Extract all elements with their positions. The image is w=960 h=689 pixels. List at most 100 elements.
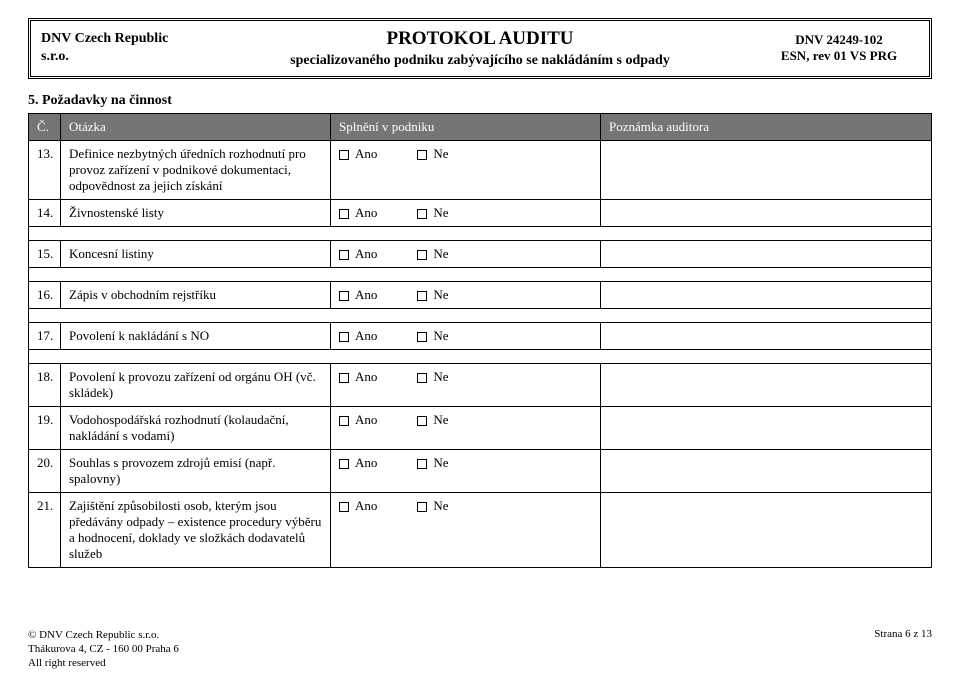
table-row: 19.Vodohospodářská rozhodnutí (kolaudačn… (29, 406, 932, 449)
company-name-line1: DNV Czech Republic (41, 31, 168, 46)
cell-question: Zajištění způsobilosti osob, kterým jsou… (61, 492, 331, 567)
table-row: 21.Zajištění způsobilosti osob, kterým j… (29, 492, 932, 567)
table-header-row: Č. Otázka Splnění v podniku Poznámka aud… (29, 113, 932, 140)
cell-number: 21. (29, 492, 61, 567)
cell-number: 20. (29, 449, 61, 492)
cell-question: Definice nezbytných úředních rozhodnutí … (61, 140, 331, 199)
cell-fulfilment: Ano Ne (331, 492, 601, 567)
checkbox-icon[interactable] (417, 502, 427, 512)
gap-row (29, 308, 932, 322)
cell-question: Povolení k provozu zařízení od orgánu OH… (61, 363, 331, 406)
checkbox-icon[interactable] (417, 373, 427, 383)
checkbox-icon[interactable] (339, 209, 349, 219)
checkbox-icon[interactable] (339, 416, 349, 426)
doc-code-line1: DNV 24249-102 (759, 32, 919, 49)
option-no[interactable]: Ne (417, 455, 448, 471)
checkbox-icon[interactable] (339, 373, 349, 383)
option-no[interactable]: Ne (417, 287, 448, 303)
header-right: DNV 24249-102 ESN, rev 01 VS PRG (749, 21, 929, 76)
checkbox-icon[interactable] (417, 209, 427, 219)
table-row: 17.Povolení k nakládání s NOAnoNe (29, 322, 932, 349)
cell-note (601, 492, 932, 567)
col-header-note: Poznámka auditora (601, 113, 932, 140)
checkbox-icon[interactable] (417, 332, 427, 342)
doc-code-line2: ESN, rev 01 VS PRG (759, 48, 919, 65)
cell-question: Souhlas s provozem zdrojů emisí (např. s… (61, 449, 331, 492)
option-no[interactable]: Ne (417, 328, 448, 344)
document-header: DNV Czech Republic s.r.o. PROTOKOL AUDIT… (28, 18, 932, 79)
gap-row (29, 349, 932, 363)
cell-fulfilment: Ano Ne (331, 240, 601, 267)
option-yes[interactable]: Ano (339, 412, 377, 428)
option-no[interactable]: Ne (417, 412, 448, 428)
cell-number: 13. (29, 140, 61, 199)
cell-number: 16. (29, 281, 61, 308)
footer-rights: All right reserved (28, 656, 179, 670)
table-row: 14.Živnostenské listy Ano Ne (29, 199, 932, 226)
checkbox-icon[interactable] (339, 459, 349, 469)
checkbox-icon[interactable] (339, 250, 349, 260)
option-yes[interactable]: Ano (339, 205, 377, 221)
table-row: 15.Koncesní listinyAnoNe (29, 240, 932, 267)
cell-note (601, 363, 932, 406)
option-no[interactable]: Ne (417, 205, 448, 221)
option-no[interactable]: Ne (417, 369, 448, 385)
checkbox-icon[interactable] (339, 332, 349, 342)
cell-note (601, 140, 932, 199)
table-row: 13.Definice nezbytných úředních rozhodnu… (29, 140, 932, 199)
footer-left: © DNV Czech Republic s.r.o. Thákurova 4,… (28, 628, 179, 671)
option-no[interactable]: Ne (417, 146, 448, 162)
cell-note (601, 449, 932, 492)
cell-number: 14. (29, 199, 61, 226)
option-no[interactable]: Ne (417, 498, 448, 514)
cell-fulfilment: Ano Ne (331, 363, 601, 406)
checkbox-icon[interactable] (339, 291, 349, 301)
table-row: 16.Zápis v obchodním rejstříku Ano Ne (29, 281, 932, 308)
checkbox-icon[interactable] (417, 291, 427, 301)
table-row: 20.Souhlas s provozem zdrojů emisí (např… (29, 449, 932, 492)
cell-question: Živnostenské listy (61, 199, 331, 226)
option-yes[interactable]: Ano (339, 146, 377, 162)
cell-note (601, 240, 932, 267)
cell-question: Koncesní listiny (61, 240, 331, 267)
checkbox-icon[interactable] (339, 502, 349, 512)
cell-number: 19. (29, 406, 61, 449)
cell-note (601, 322, 932, 349)
col-header-fulfilment: Splnění v podniku (331, 113, 601, 140)
option-yes[interactable]: Ano (339, 328, 377, 344)
checkbox-icon[interactable] (417, 416, 427, 426)
option-yes[interactable]: Ano (339, 369, 377, 385)
cell-note (601, 406, 932, 449)
cell-fulfilment: Ano Ne (331, 281, 601, 308)
checkbox-icon[interactable] (417, 459, 427, 469)
cell-question: Vodohospodářská rozhodnutí (kolaudační, … (61, 406, 331, 449)
cell-question: Zápis v obchodním rejstříku (61, 281, 331, 308)
footer-copyright: © DNV Czech Republic s.r.o. (28, 628, 179, 642)
checkbox-icon[interactable] (417, 250, 427, 260)
option-yes[interactable]: Ano (339, 246, 377, 262)
option-yes[interactable]: Ano (339, 455, 377, 471)
option-yes[interactable]: Ano (339, 498, 377, 514)
cell-fulfilment: Ano Ne (331, 199, 601, 226)
cell-number: 18. (29, 363, 61, 406)
checkbox-icon[interactable] (339, 150, 349, 160)
footer-address: Thákurova 4, CZ - 160 00 Praha 6 (28, 642, 179, 656)
cell-fulfilment: Ano Ne (331, 449, 601, 492)
cell-note (601, 281, 932, 308)
option-yes[interactable]: Ano (339, 287, 377, 303)
cell-note (601, 199, 932, 226)
page-footer: © DNV Czech Republic s.r.o. Thákurova 4,… (28, 628, 932, 671)
footer-page-number: Strana 6 z 13 (874, 628, 932, 671)
cell-question: Povolení k nakládání s NO (61, 322, 331, 349)
questions-table: Č. Otázka Splnění v podniku Poznámka aud… (28, 113, 932, 568)
doc-title: PROTOKOL AUDITU (221, 27, 739, 52)
gap-row (29, 226, 932, 240)
cell-fulfilment: Ano Ne (331, 140, 601, 199)
col-header-num: Č. (29, 113, 61, 140)
option-no[interactable]: Ne (417, 246, 448, 262)
checkbox-icon[interactable] (417, 150, 427, 160)
doc-subtitle: specializovaného podniku zabývajícího se… (221, 52, 739, 70)
col-header-question: Otázka (61, 113, 331, 140)
section-title: 5. Požadavky na činnost (28, 93, 932, 109)
header-left: DNV Czech Republic s.r.o. (31, 21, 211, 76)
